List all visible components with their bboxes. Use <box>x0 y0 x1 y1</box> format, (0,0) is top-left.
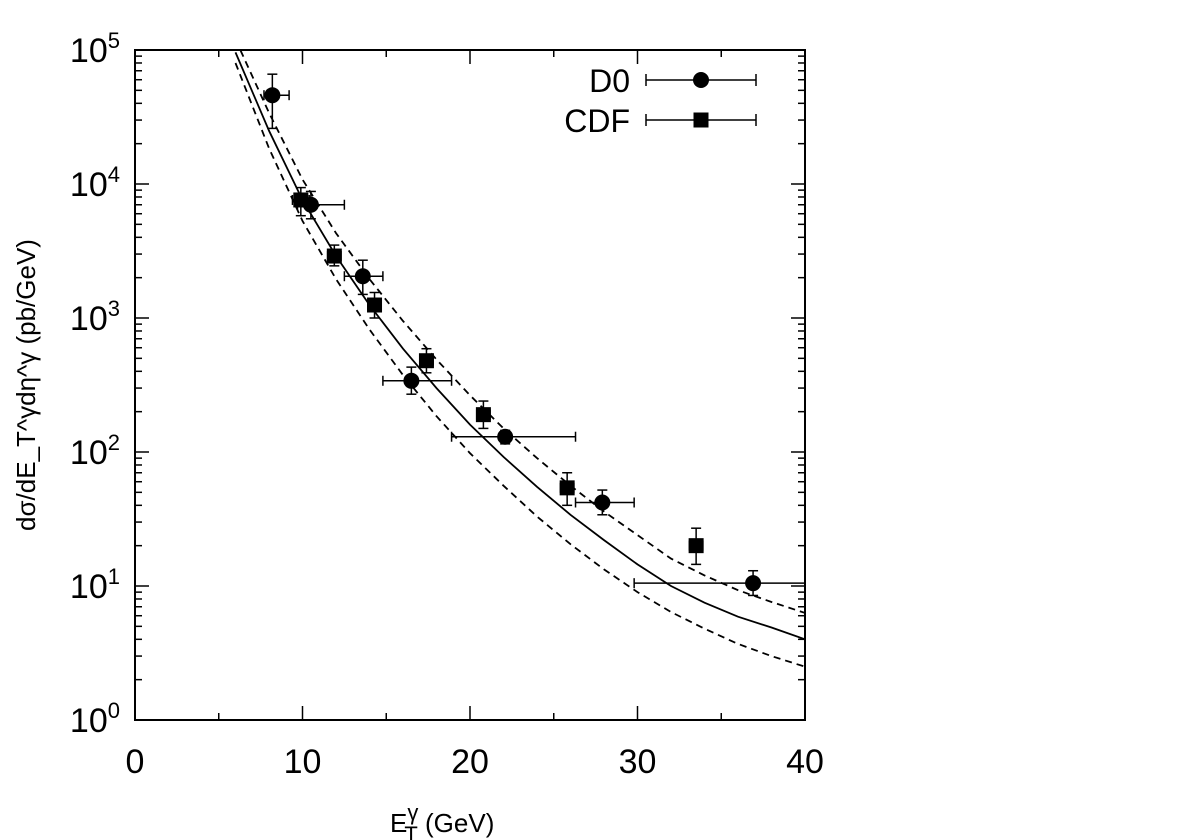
x-tick-label: 30 <box>619 743 657 781</box>
cdf-point <box>326 244 342 267</box>
legend-marker-cdf <box>693 112 709 128</box>
d0-marker <box>594 494 611 511</box>
cdf-point <box>559 472 575 507</box>
legend-marker-d0 <box>693 72 709 88</box>
y-tick-labels: 100 101 102 103 104 105 <box>70 28 120 740</box>
x-tick-label: 10 <box>284 743 322 781</box>
central-curve <box>234 52 805 641</box>
theory-curves <box>234 50 805 668</box>
cdf-point <box>688 527 704 566</box>
d0-point <box>633 569 806 597</box>
y-tick-label: 103 <box>70 296 120 338</box>
d0-marker <box>497 428 514 445</box>
cdf-marker <box>367 297 383 313</box>
cdf-marker <box>293 192 309 208</box>
cdf-point <box>475 400 491 430</box>
d0-point <box>574 489 635 516</box>
cdf-marker <box>688 538 704 554</box>
x-tick-label: 40 <box>786 743 824 781</box>
x-axis-label: Eγ T (GeV) <box>390 800 494 840</box>
cdf-point <box>418 347 434 374</box>
cdf-point <box>291 186 310 217</box>
d0-point <box>263 73 290 130</box>
y-tick-label: 101 <box>70 564 120 606</box>
y-tick-label: 105 <box>70 28 120 70</box>
uncertainty-curve <box>234 62 805 668</box>
y-tick-label: 102 <box>70 430 120 472</box>
cdf-marker <box>475 407 491 423</box>
d0-marker <box>745 575 762 592</box>
d0-point <box>450 428 577 445</box>
d0-marker <box>264 87 281 104</box>
d0-point <box>382 366 453 395</box>
cdf-marker <box>559 480 575 496</box>
legend-sample-d0 <box>645 72 757 88</box>
data-points <box>263 73 806 597</box>
legend-label-cdf: CDF <box>564 103 630 139</box>
uncertainty-curve <box>239 50 805 614</box>
d0-point <box>343 259 384 296</box>
y-axis-label: dσ/dE_T^γdη^γ (pb/GeV) <box>11 239 41 531</box>
y-tick-label: 104 <box>70 162 120 204</box>
y-tick-label: 100 <box>70 698 120 740</box>
x-tick-label: 20 <box>451 743 489 781</box>
cdf-marker <box>326 248 342 264</box>
cdf-point <box>367 291 383 319</box>
d0-marker <box>354 268 371 285</box>
legend-label-d0: D0 <box>589 63 630 99</box>
x-tick-label: 0 <box>126 743 145 781</box>
legend-sample-cdf <box>645 112 757 128</box>
axis-ticks <box>134 49 806 721</box>
legend: D0 CDF <box>564 63 757 139</box>
cdf-marker <box>418 353 434 369</box>
plot-frame <box>134 49 806 721</box>
x-tick-labels: 0 10 20 30 40 <box>126 743 824 781</box>
d0-marker <box>403 372 420 389</box>
